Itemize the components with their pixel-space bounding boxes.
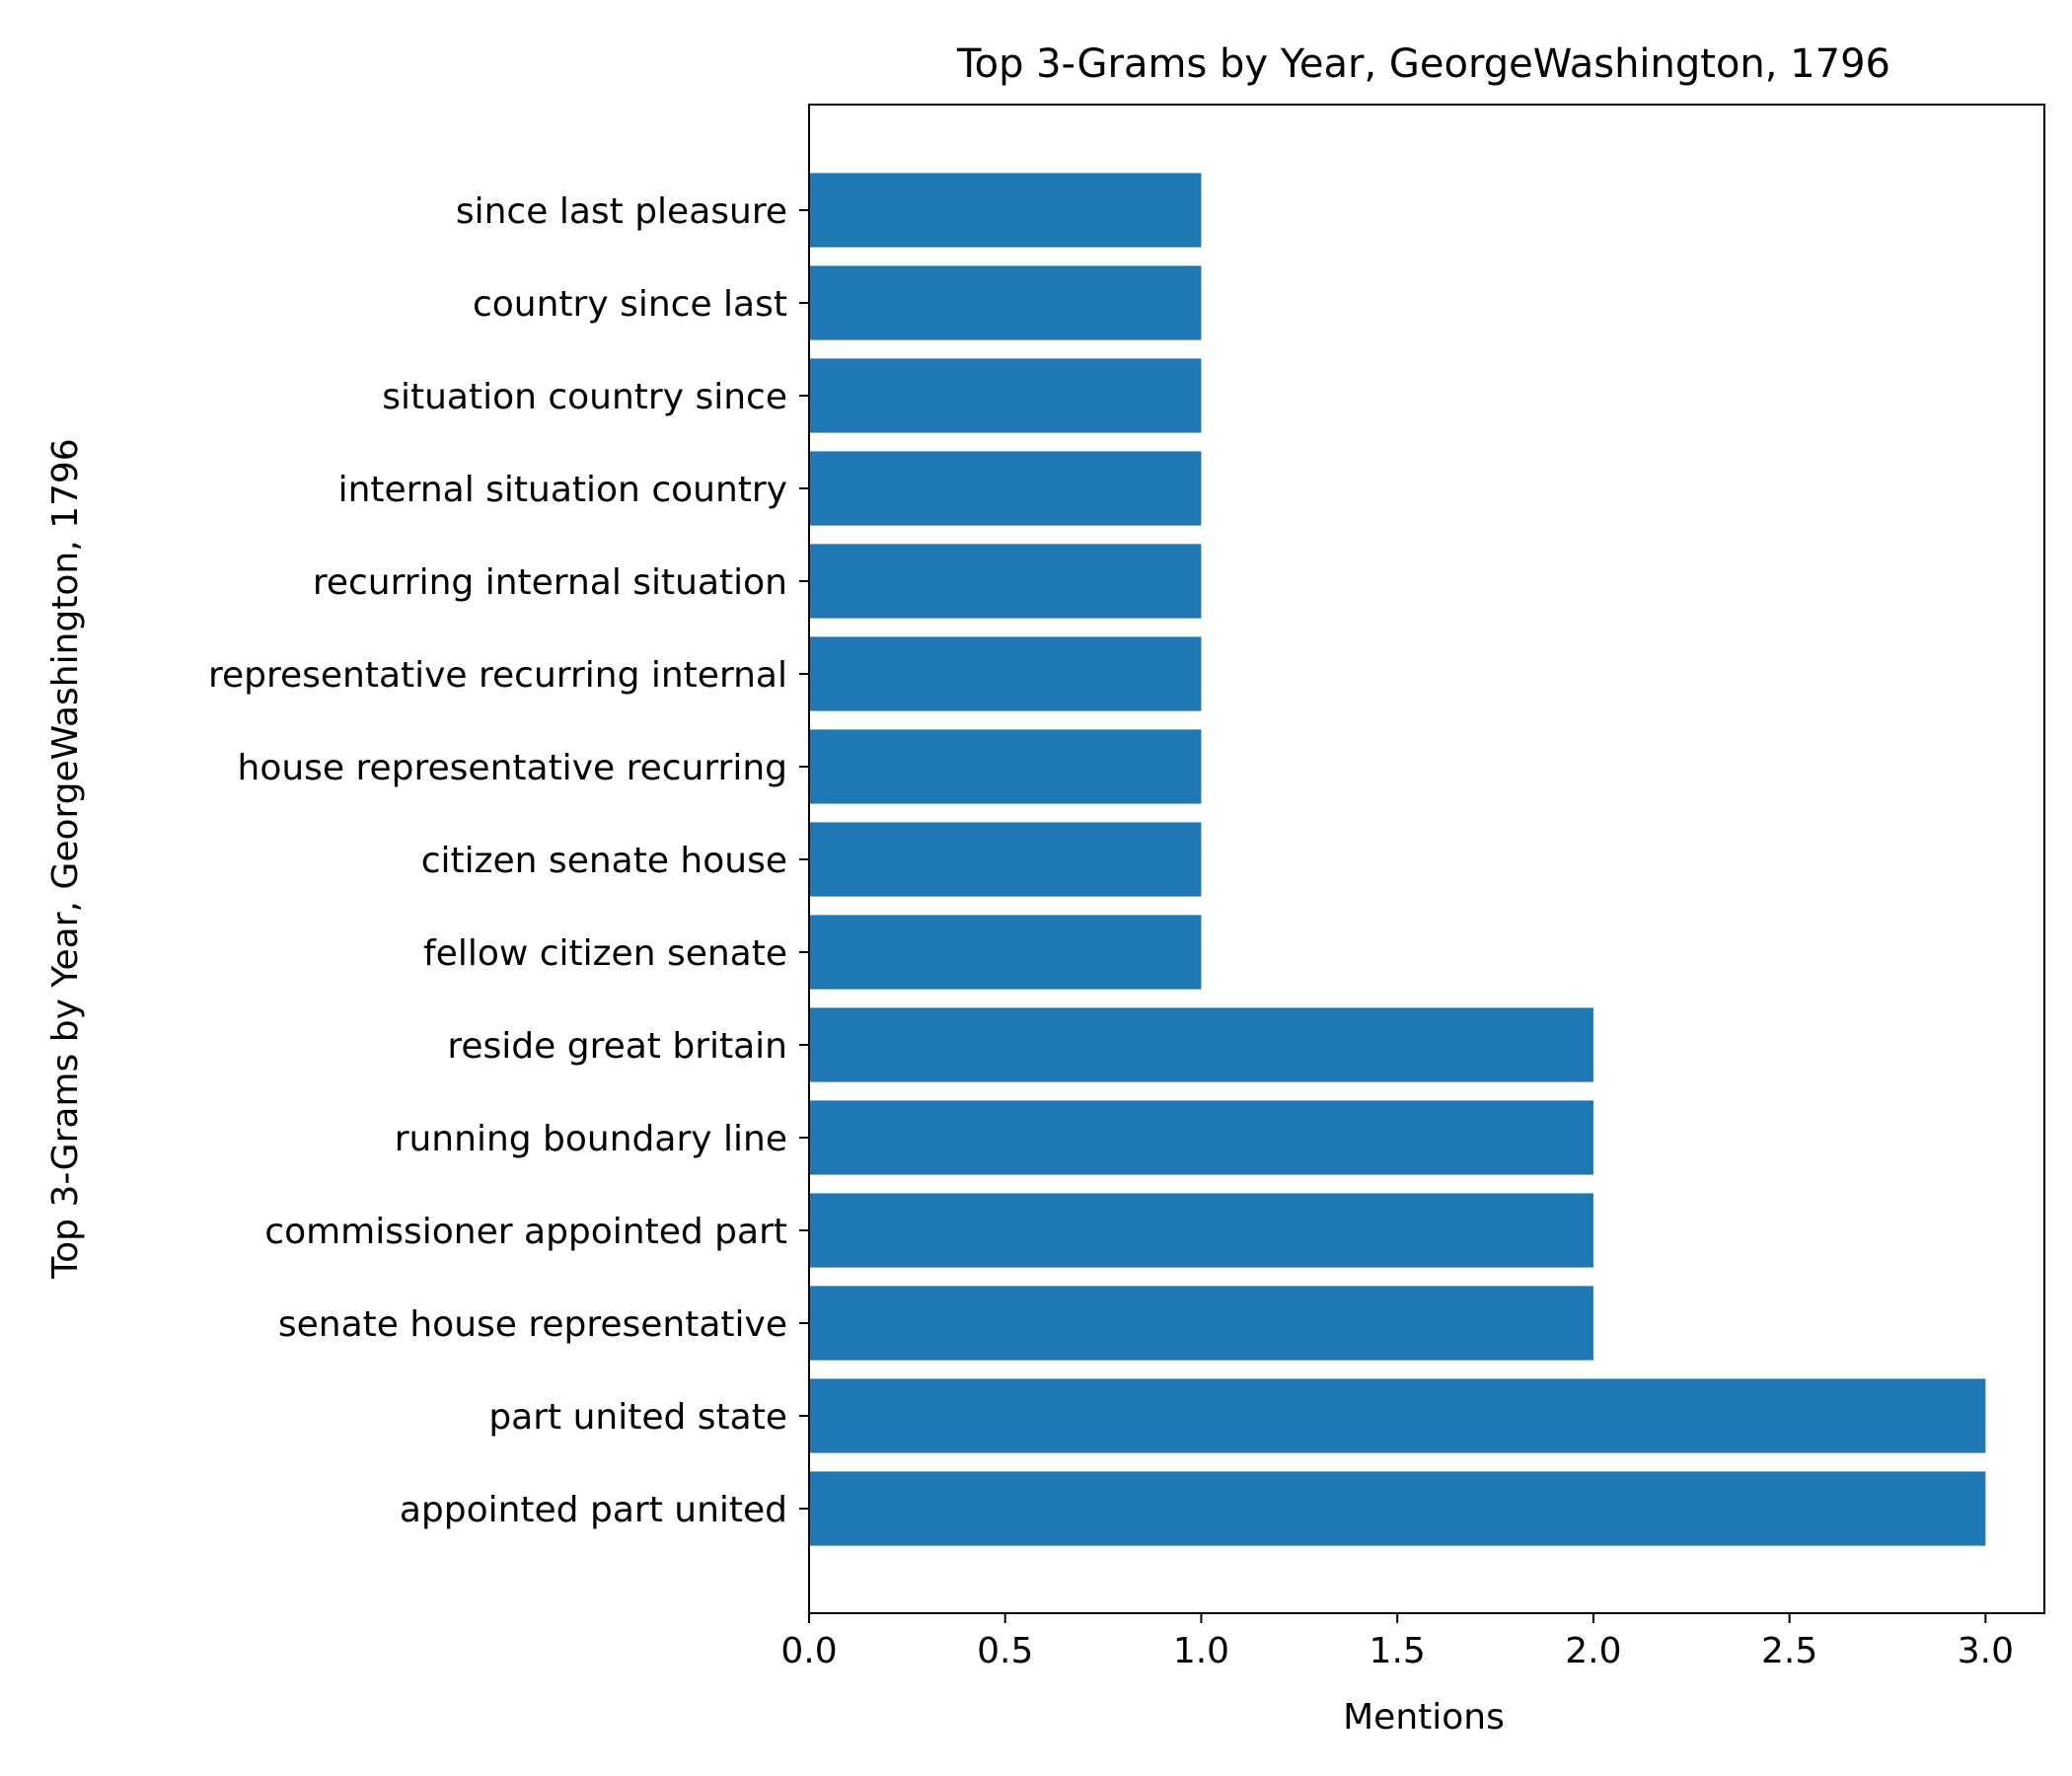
y-tick-label: situation country since: [382, 377, 787, 417]
bar-running-boundary-line: [809, 1100, 1593, 1175]
y-tick-label: since last pleasure: [456, 191, 787, 232]
bar-appointed-part-united: [809, 1471, 1986, 1546]
y-tick-label: recurring internal situation: [313, 562, 787, 603]
y-tick-label: reside great britain: [447, 1026, 787, 1067]
y-tick-label: commissioner appointed part: [264, 1212, 787, 1252]
bar-representative-recurring-internal: [809, 636, 1202, 711]
y-tick-label: senate house representative: [278, 1304, 787, 1345]
y-tick-label: internal situation country: [338, 470, 787, 510]
bars: [809, 173, 1986, 1546]
x-axis-ticks: 0.0 0.5 1.0 1.5 2.0 2.5 3.0: [780, 1613, 2014, 1671]
y-tick-label: fellow citizen senate: [423, 933, 787, 974]
plot-frame: [808, 104, 2045, 1614]
x-tick-label: 0.0: [780, 1631, 837, 1671]
chart-title: Top 3-Grams by Year, GeorgeWashington, 1…: [956, 41, 1890, 87]
bar-house-representative-recurring: [809, 729, 1202, 804]
x-tick-label: 2.5: [1761, 1631, 1817, 1671]
bar-part-united-state: [809, 1378, 1986, 1453]
y-tick-label: running boundary line: [395, 1119, 787, 1159]
bar-commissioner-appointed-part: [809, 1193, 1593, 1268]
y-axis-label: Top 3-Grams by Year, GeorgeWashington, 1…: [45, 438, 86, 1279]
x-tick-label: 2.0: [1565, 1631, 1621, 1671]
y-tick-label: appointed part united: [400, 1490, 787, 1530]
y-tick-label: country since last: [473, 284, 787, 325]
bar-senate-house-representative: [809, 1286, 1593, 1361]
bar-internal-situation-country: [809, 451, 1202, 526]
x-axis-label: Mentions: [1343, 1697, 1505, 1738]
bar-recurring-internal-situation: [809, 544, 1202, 619]
bar-country-since-last: [809, 265, 1202, 340]
x-tick-label: 0.5: [977, 1631, 1033, 1671]
y-axis-ticks: appointed part united part united state se…: [208, 191, 809, 1530]
bar-citizen-senate-house: [809, 822, 1202, 897]
y-tick-label: part united state: [488, 1397, 787, 1438]
bar-fellow-citizen-senate: [809, 915, 1202, 990]
x-tick-label: 1.0: [1173, 1631, 1229, 1671]
y-tick-label: representative recurring internal: [208, 655, 787, 696]
x-tick-label: 1.5: [1369, 1631, 1426, 1671]
x-tick-label: 3.0: [1958, 1631, 2014, 1671]
bar-reside-great-britain: [809, 1007, 1593, 1082]
y-tick-label: house representative recurring: [238, 748, 788, 788]
y-tick-label: citizen senate house: [421, 841, 787, 881]
bar-situation-country-since: [809, 358, 1202, 433]
bar-since-last-pleasure: [809, 173, 1202, 248]
